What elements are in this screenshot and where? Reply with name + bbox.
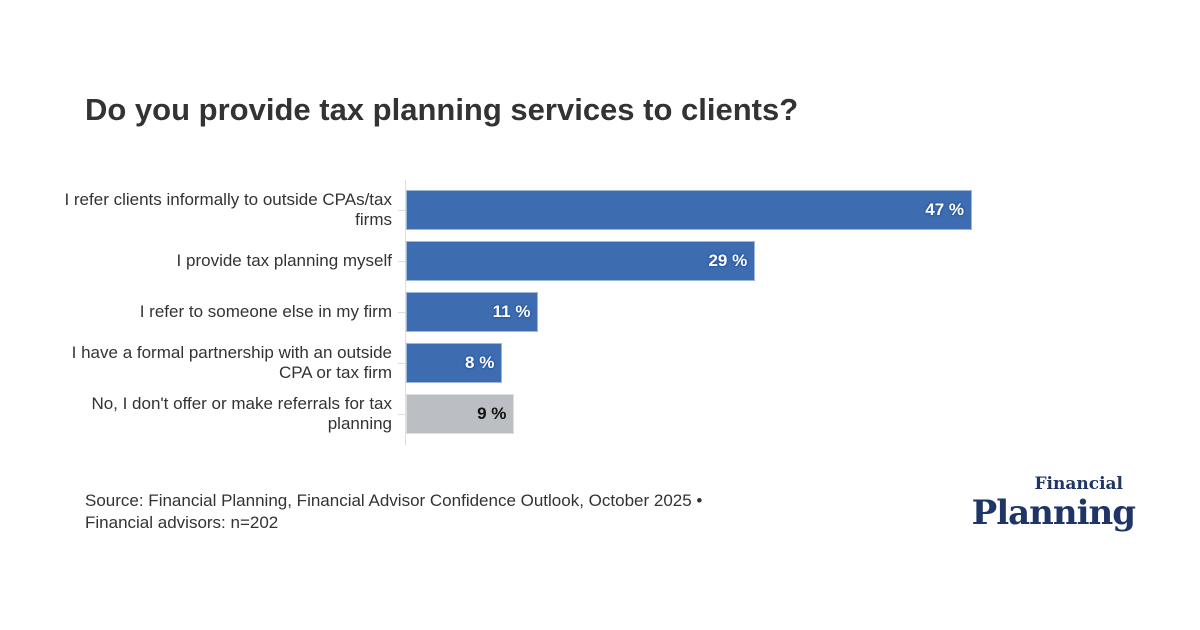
axis-tick [398, 312, 405, 313]
category-label: I refer clients informally to outside CP… [64, 190, 392, 229]
bar [406, 190, 972, 230]
axis-tick [398, 414, 405, 415]
bar [406, 292, 539, 332]
logo-line-financial: Financial [1034, 474, 1123, 494]
y-axis-line [405, 180, 406, 445]
value-label: 9 % [477, 404, 507, 423]
sample-line: Financial advisors: n=202 [85, 513, 279, 532]
chart-title: Do you provide tax planning services to … [85, 92, 799, 127]
financial-planning-logo: Financial Planning [955, 474, 1136, 533]
source-note: Source: Financial Planning, Financial Ad… [85, 490, 702, 534]
bar [406, 394, 515, 434]
value-label: 47 % [925, 200, 964, 219]
axis-tick [398, 210, 405, 211]
value-label: 11 % [492, 302, 531, 321]
bar [406, 343, 503, 383]
category-label: I have a formal partnership with an outs… [71, 343, 392, 382]
category-label: I provide tax planning myself [176, 251, 392, 270]
source-line: Source: Financial Planning, Financial Ad… [85, 491, 703, 510]
value-label: 8 % [465, 353, 495, 372]
bar [406, 241, 756, 281]
category-label: No, I don't offer or make referrals for … [91, 394, 392, 433]
category-label: I refer to someone else in my firm [139, 302, 392, 321]
value-label: 29 % [708, 251, 748, 270]
axis-tick [398, 363, 405, 364]
logo-line-planning: Planning [971, 493, 1136, 533]
axis-tick [398, 261, 405, 262]
